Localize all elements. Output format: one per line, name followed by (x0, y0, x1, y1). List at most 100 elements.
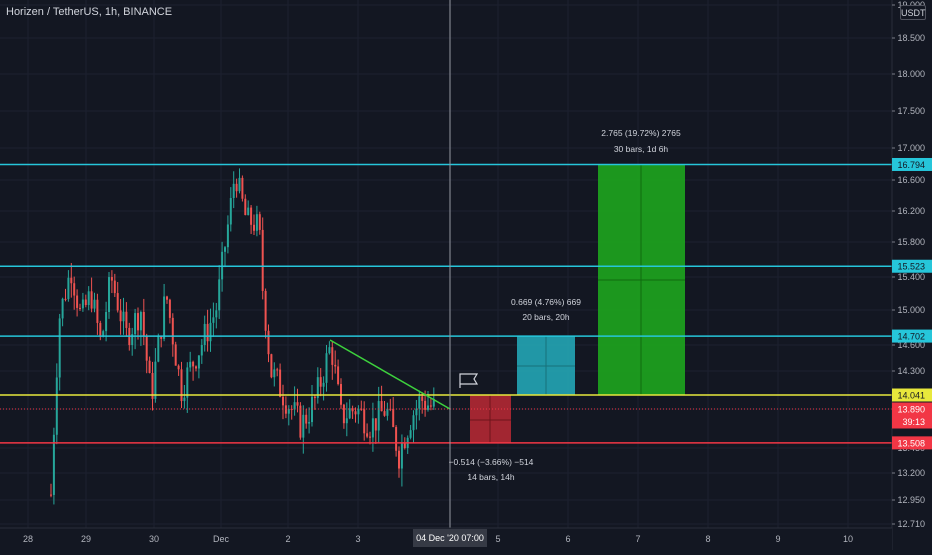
price-tick-label: 18.000 (897, 69, 925, 79)
last-price-tag-label: 13.890 (897, 405, 925, 415)
candle-body (151, 372, 154, 399)
candle-body (105, 311, 108, 332)
candle-body (354, 411, 357, 415)
candle-body (412, 415, 415, 431)
time-tick-label: 29 (81, 534, 91, 544)
candle-body (134, 313, 137, 335)
candle-body (238, 177, 241, 192)
candle-body (325, 353, 328, 383)
candle-body (392, 408, 395, 428)
candle-body (424, 400, 427, 410)
candle-body (215, 310, 218, 318)
candle-body (50, 494, 52, 496)
candle-body (253, 224, 255, 231)
candle-body (171, 317, 174, 345)
candle-body (81, 299, 84, 309)
candle-body (267, 330, 270, 355)
time-tick-label: 6 (565, 534, 570, 544)
candle-body (131, 334, 134, 346)
flag-icon (459, 373, 479, 388)
price-tick-label: 12.710 (897, 519, 925, 529)
candle-body (293, 402, 296, 410)
trendline (329, 339, 451, 410)
candle-body (145, 335, 148, 361)
time-tick-label: 9 (775, 534, 780, 544)
candle-body (99, 322, 102, 337)
price-tick-label: 16.600 (897, 175, 925, 185)
candle-body (157, 336, 160, 362)
candle-body (168, 299, 171, 318)
candle-body (160, 336, 163, 339)
candle-body (250, 207, 253, 225)
measure-label-secondary: 20 bars, 20h (522, 312, 570, 322)
candle-body (400, 442, 403, 469)
candle-body (67, 277, 70, 300)
time-tick-label: Dec (213, 534, 230, 544)
candle-body (119, 310, 122, 322)
candle-body (258, 214, 261, 230)
candle-body (380, 401, 383, 412)
candle-body (337, 366, 340, 385)
candle-body (369, 436, 371, 438)
candle-body (166, 296, 168, 300)
candle-body (360, 408, 363, 410)
candle-body (261, 229, 264, 291)
level-price-tag (892, 388, 932, 402)
candle-body (334, 364, 337, 367)
candle-body (186, 367, 189, 398)
candle-body (163, 296, 166, 339)
price-axis-background (892, 0, 932, 550)
price-tick-label: 15.800 (897, 237, 925, 247)
candle-body (429, 405, 432, 407)
candle-body (418, 396, 421, 409)
countdown-label: 39:13 (902, 417, 925, 427)
candle-body (395, 427, 398, 451)
candle-body (61, 298, 64, 319)
candle-body (142, 311, 145, 336)
candle-body (87, 291, 90, 306)
candle-body (154, 361, 157, 399)
candle-body (264, 290, 267, 331)
level-price-tag-label: 13.508 (897, 438, 925, 448)
candle-body (226, 224, 229, 248)
candle-body (177, 365, 180, 370)
candle-body (229, 198, 232, 225)
price-tick-label: 18.500 (897, 33, 925, 43)
candle-body (70, 277, 73, 284)
currency-button[interactable]: USDT (900, 5, 926, 20)
time-tick-label: 7 (635, 534, 640, 544)
candle-body (58, 318, 61, 378)
time-tick-label: 2 (285, 534, 290, 544)
candle-body (52, 434, 55, 495)
candle-body (287, 409, 290, 414)
candle-body (183, 397, 186, 402)
price-tick-label: 16.200 (897, 206, 925, 216)
price-tick-label: 17.000 (897, 143, 925, 153)
candle-body (235, 183, 238, 192)
candle-body (409, 430, 412, 438)
candle-body (189, 361, 192, 368)
time-tick-label: 5 (495, 534, 500, 544)
candle-body (342, 404, 345, 424)
candle-body (345, 418, 348, 424)
candle-body (319, 377, 322, 387)
price-tick-label: 15.000 (897, 305, 925, 315)
candle-body (55, 377, 58, 435)
last-price-tag (892, 402, 932, 429)
candle-body (305, 414, 308, 424)
candle-body (322, 382, 325, 387)
candle-body (374, 418, 377, 431)
time-tick-label: 8 (705, 534, 710, 544)
candle-body (273, 369, 276, 378)
candle-body (299, 405, 302, 438)
candle-body (116, 293, 119, 311)
candle-body (415, 408, 418, 416)
candle-body (244, 198, 247, 216)
candle-body (313, 396, 316, 399)
candle-body (296, 402, 299, 406)
candle-body (282, 396, 284, 406)
price-tick-label: 15.400 (897, 272, 925, 282)
